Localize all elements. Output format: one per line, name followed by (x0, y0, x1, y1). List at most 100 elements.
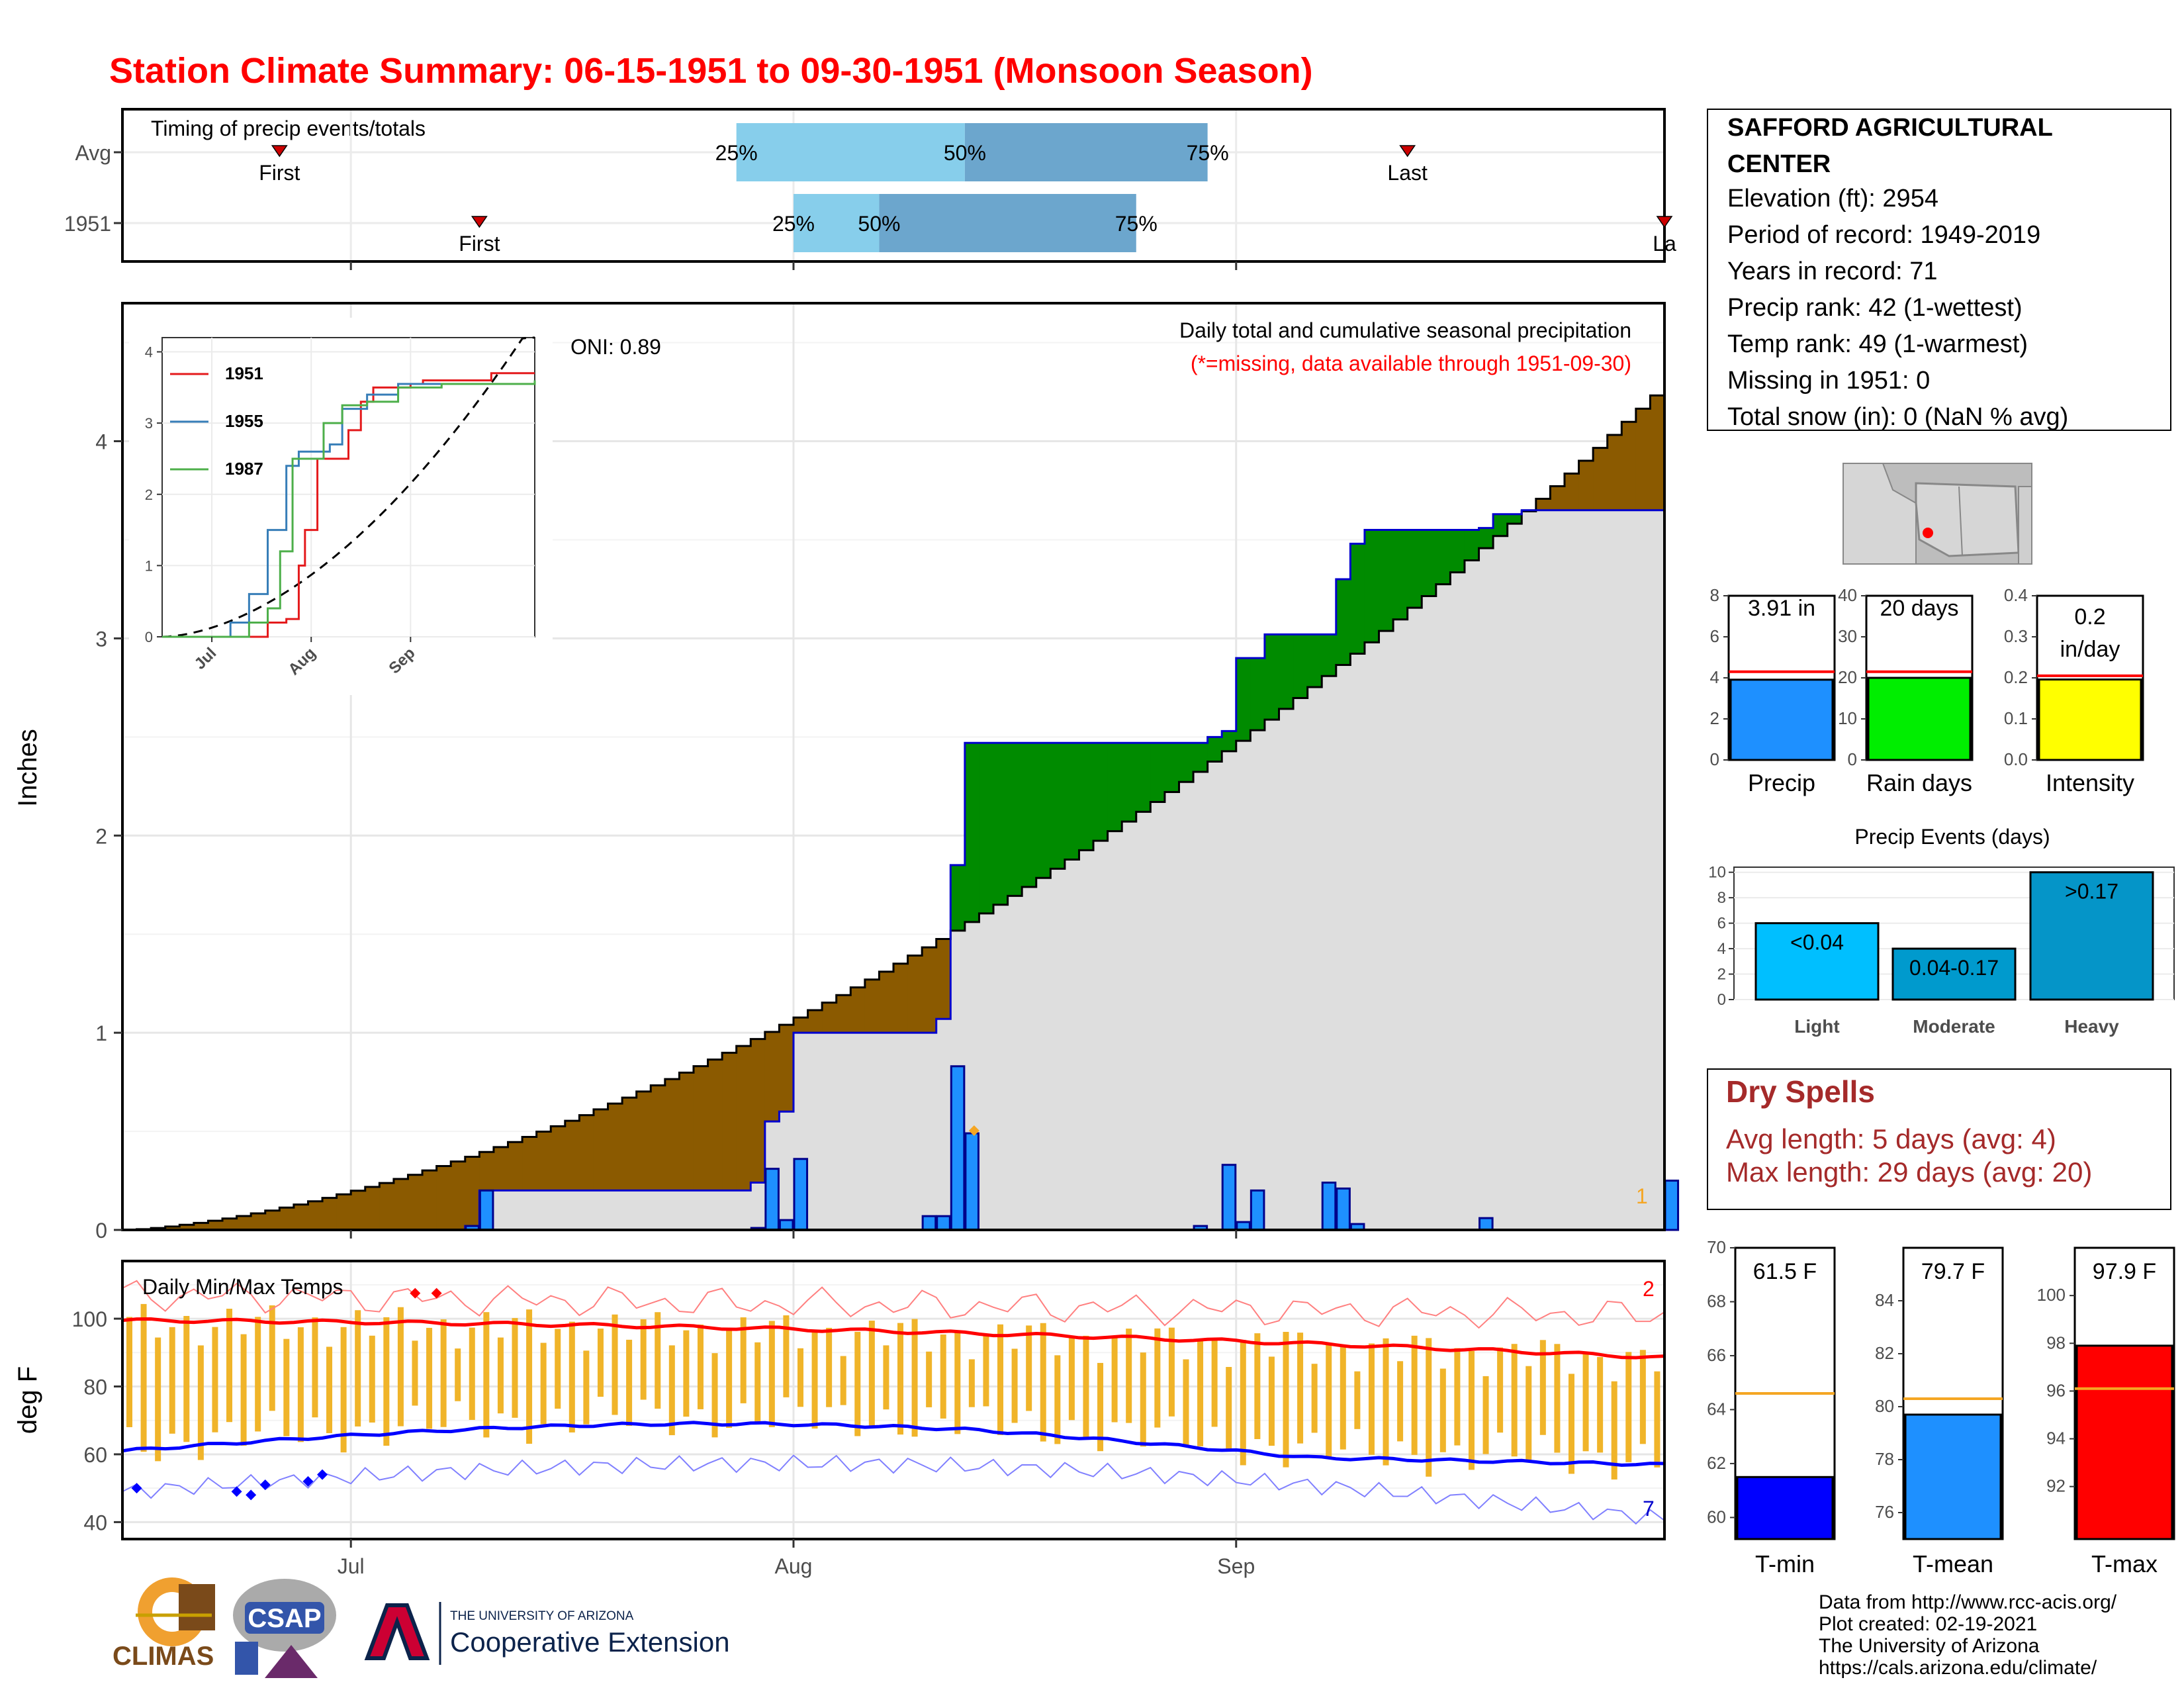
credit-line-3: The University of Arizona (1819, 1635, 2040, 1657)
surplus-area (964, 743, 980, 922)
base-area (1279, 708, 1294, 1230)
daily-temp-bar (155, 1337, 161, 1462)
daily-temp-bar (1368, 1343, 1375, 1455)
base-area (1022, 886, 1037, 1230)
deficit-area (322, 1197, 338, 1230)
daily-temp-bar (954, 1331, 961, 1434)
daily-temp-bar (911, 1319, 918, 1437)
daily-temp-bar (1140, 1352, 1146, 1447)
daily-temp-bar (897, 1323, 903, 1435)
daily-temp-bar (655, 1312, 661, 1409)
temp-summary-value-label: 61.5 F (1753, 1259, 1817, 1284)
base-area (1635, 510, 1651, 1231)
station-info-line: Years in record: 71 (1727, 258, 1938, 285)
deficit-area (336, 1194, 351, 1230)
events-category-label: Heavy (2064, 1016, 2119, 1037)
temp-ytick-label: 100 (72, 1307, 107, 1331)
deficit-area (879, 971, 894, 1033)
base-area (1107, 831, 1122, 1230)
base-area (893, 1033, 909, 1230)
daily-temp-bar (1539, 1340, 1546, 1435)
daily-temp-bar (668, 1345, 675, 1436)
temp-xtick-label: Aug (775, 1554, 813, 1578)
daily-temp-bar (1625, 1352, 1632, 1462)
daily-temp-bar (1026, 1325, 1032, 1411)
temp-summary-category-label: T-min (1755, 1550, 1815, 1577)
daily-temp-bar (868, 1321, 875, 1427)
events-bar-label: 0.04-0.17 (1909, 956, 1999, 980)
timing-row-label: Avg (75, 141, 111, 165)
daily-precip-bar (964, 1132, 979, 1231)
daily-temp-bar (483, 1312, 490, 1438)
base-area (636, 1190, 651, 1230)
daily-temp-bar (1340, 1345, 1346, 1450)
precip-ytick-label: 2 (95, 824, 107, 848)
precip-header: Daily total and cumulative seasonal prec… (1179, 318, 1631, 342)
daily-temp-bar (1511, 1344, 1518, 1457)
timing-label: Timing of precip events/totals (151, 117, 426, 140)
deficit-area (451, 1161, 466, 1230)
daily-precip-bar (950, 1065, 966, 1231)
inset-ytick-label: 0 (145, 629, 153, 645)
timing-marker (1656, 216, 1673, 228)
deficit-area (722, 1053, 737, 1191)
daily-precip-bar (921, 1215, 937, 1231)
deficit-area (551, 1126, 566, 1191)
daily-temp-bar (226, 1309, 233, 1423)
deficit-area (1578, 461, 1594, 510)
precip-panel: ONI: 0.89 Daily total and cumulative sea… (13, 302, 1680, 1243)
summary-bar-category-label: Precip (1748, 769, 1815, 796)
base-area (1364, 642, 1380, 1230)
daily-temp-bar (1654, 1371, 1661, 1468)
csap-logo: CSAP (233, 1579, 336, 1678)
base-area (1193, 771, 1208, 1230)
daily-temp-bar (1283, 1332, 1289, 1468)
surplus-area (950, 865, 966, 931)
avg-low-line (122, 1421, 1665, 1467)
daily-temp-bar (783, 1315, 790, 1397)
daily-temp-bar (883, 1345, 889, 1410)
deficit-area (493, 1147, 509, 1191)
base-area (1393, 619, 1408, 1230)
station-info-box: SAFFORD AGRICULTURAL CENTER Elevation (f… (1707, 109, 2171, 431)
record-low-marker (246, 1489, 257, 1501)
surplus-area (1007, 743, 1023, 896)
daily-temp-bar (997, 1324, 1004, 1435)
deficit-area (807, 1009, 823, 1033)
inset-plot-area (161, 337, 535, 637)
daily-temp-bar (1568, 1374, 1574, 1474)
station-info-line: Temp rank: 49 (1-warmest) (1727, 330, 2028, 358)
temp-summary-ytick-label: 60 (1707, 1507, 1726, 1526)
deficit-area (293, 1204, 309, 1230)
base-area (1307, 686, 1322, 1230)
daily-temp-bar (540, 1342, 547, 1425)
dry-spells-max: Max length: 29 days (avg: 20) (1726, 1156, 2092, 1188)
daily-temp-bar (1639, 1350, 1646, 1444)
temps-count-lo: 7 (1643, 1497, 1655, 1521)
surplus-area (979, 743, 994, 914)
inset-legend-label: 1987 (225, 459, 263, 479)
daily-temp-bar (968, 1359, 975, 1407)
base-area (536, 1190, 551, 1230)
temp-summary-ytick-label: 92 (2046, 1476, 2066, 1496)
surplus-area (1093, 743, 1109, 841)
climas-logo-text: CLIMAS (113, 1642, 214, 1671)
daily-temp-bar (1554, 1344, 1561, 1453)
base-area (508, 1190, 523, 1230)
base-area (722, 1190, 737, 1230)
daily-temp-bar (840, 1356, 846, 1405)
daily-temp-bar (683, 1330, 690, 1417)
daily-temp-bar (1397, 1361, 1404, 1442)
timing-marker-label: First (259, 161, 300, 185)
base-area (1179, 782, 1194, 1230)
daily-temp-bar (940, 1334, 946, 1419)
events-ytick-label: 2 (1717, 966, 1726, 984)
daily-temp-bar (697, 1324, 704, 1409)
daily-temp-bar (140, 1303, 147, 1452)
daily-temp-bar (426, 1327, 433, 1429)
base-area (879, 1033, 894, 1230)
summary-bar-ytick-label: 0 (1848, 749, 1857, 769)
surplus-area (993, 743, 1009, 905)
